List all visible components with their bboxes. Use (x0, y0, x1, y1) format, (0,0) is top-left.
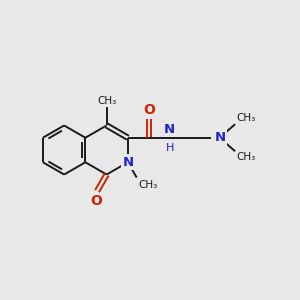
Text: CH₃: CH₃ (236, 152, 256, 162)
Text: CH₃: CH₃ (138, 179, 157, 190)
Text: H: H (165, 143, 174, 153)
Text: N: N (214, 131, 225, 144)
Text: N: N (164, 123, 175, 136)
Text: CH₃: CH₃ (97, 96, 116, 106)
Text: O: O (143, 103, 155, 117)
Text: N: N (122, 156, 134, 169)
Text: CH₃: CH₃ (236, 113, 256, 124)
Text: O: O (90, 194, 102, 208)
